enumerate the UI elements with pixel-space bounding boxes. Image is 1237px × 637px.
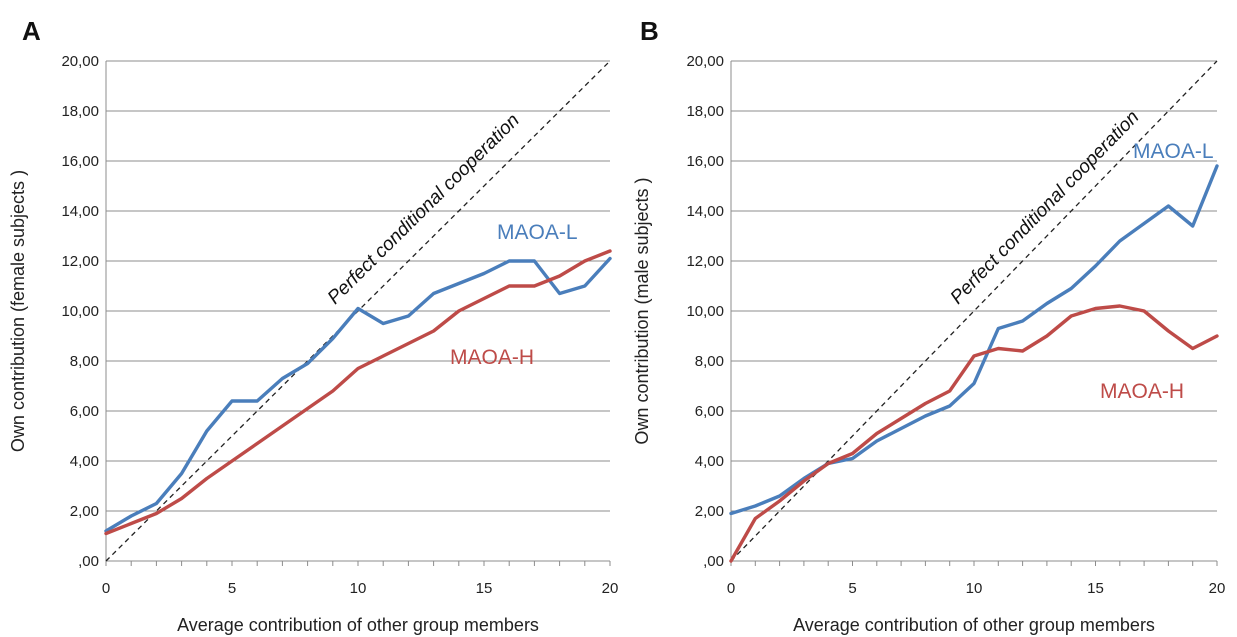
- y-tick-label: 12,00: [686, 253, 724, 270]
- series-label-maoa-l: MAOA-L: [1133, 140, 1214, 163]
- x-tick-label: 5: [848, 580, 856, 597]
- y-tick-label: 4,00: [70, 453, 99, 470]
- y-tick-label: ,00: [78, 553, 99, 570]
- series-line-maoa-h: [729, 304, 1219, 563]
- x-tick-label: 20: [602, 580, 619, 597]
- y-tick-label: 20,00: [686, 53, 724, 70]
- x-axis-title: Average contribution of other group memb…: [177, 615, 539, 635]
- y-axis-title: Own contribution (female subjects ): [8, 170, 28, 452]
- x-axis-title: Average contribution of other group memb…: [793, 615, 1155, 635]
- series-label-maoa-h: MAOA-H: [1100, 380, 1184, 403]
- x-tick-label: 15: [476, 580, 493, 597]
- y-tick-label: 14,00: [686, 203, 724, 220]
- x-tick-label: 0: [727, 580, 735, 597]
- y-tick-label: 12,00: [61, 253, 99, 270]
- x-tick-label: 0: [102, 580, 110, 597]
- y-tick-label: 4,00: [695, 453, 724, 470]
- reference-line-label: Perfect conditional cooperation: [947, 107, 1144, 309]
- y-tick-label: 8,00: [70, 353, 99, 370]
- y-tick-label: 10,00: [61, 303, 99, 320]
- y-tick-label: 16,00: [686, 153, 724, 170]
- y-tick-label: 8,00: [695, 353, 724, 370]
- y-tick-label: 18,00: [686, 103, 724, 120]
- x-tick-label: 15: [1087, 580, 1104, 597]
- y-tick-label: 6,00: [70, 403, 99, 420]
- y-tick-label: 18,00: [61, 103, 99, 120]
- y-tick-label: 14,00: [61, 203, 99, 220]
- x-tick-label: 10: [350, 580, 367, 597]
- x-tick-label: 10: [966, 580, 983, 597]
- y-tick-label: 20,00: [61, 53, 99, 70]
- y-tick-label: 10,00: [686, 303, 724, 320]
- y-tick-label: 16,00: [61, 153, 99, 170]
- reference-line-label: Perfect conditional cooperation: [324, 110, 524, 309]
- panel-letter: A: [22, 16, 41, 46]
- y-tick-label: 6,00: [695, 403, 724, 420]
- series-line-maoa-l: [104, 256, 612, 533]
- y-tick-label: ,00: [703, 553, 724, 570]
- panel-a: A ,00 2,00 4,00 6,00 8,00 10,00 12,00 14,00 16,00…: [8, 16, 618, 635]
- series-label-maoa-h: MAOA-H: [450, 346, 534, 369]
- panel-b: B ,00 2,00 4,00 6,00 8,00 10,00 12,00 14,00 16,00…: [632, 16, 1225, 635]
- y-tick-label: 2,00: [70, 503, 99, 520]
- series-line-maoa-h: [104, 249, 612, 536]
- x-tick-label: 5: [228, 580, 236, 597]
- panel-letter: B: [640, 16, 659, 46]
- y-tick-label: 2,00: [695, 503, 724, 520]
- series-label-maoa-l: MAOA-L: [497, 221, 578, 244]
- y-axis-title: Own contribution (male subjects ): [632, 177, 652, 444]
- x-tick-label: 20: [1209, 580, 1226, 597]
